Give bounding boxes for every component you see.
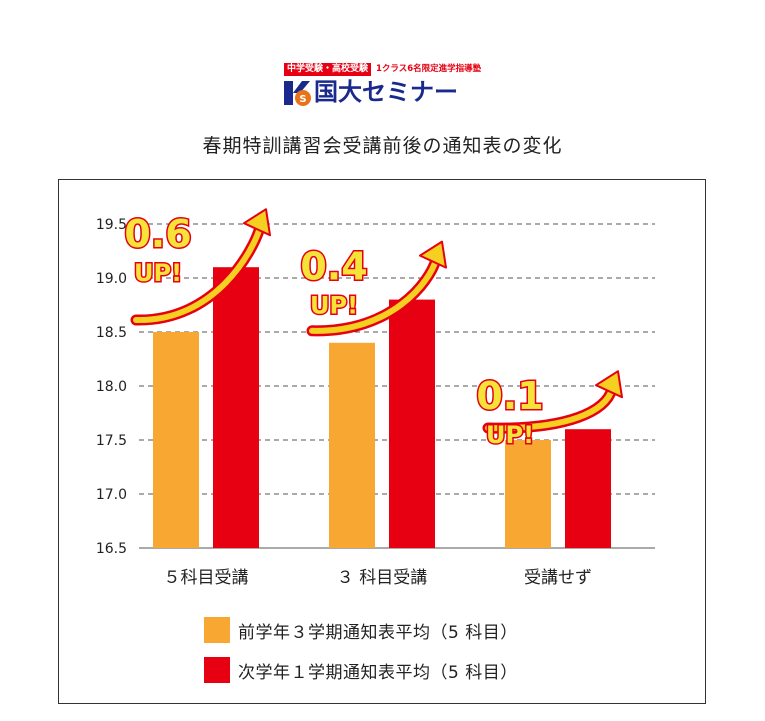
up-value-label: 0.6 [124, 212, 191, 256]
chart-frame: 16.5 17.0 17.5 18.0 18.5 19.0 19.5 ５科目受講 ３ 科目受講 受… [58, 179, 706, 704]
bar-after [389, 299, 435, 548]
y-tick-label: 17.0 [96, 487, 127, 503]
up-suffix-label: UP! [310, 292, 358, 320]
x-tick-label: 受講せず [524, 568, 592, 588]
bar-before [153, 332, 199, 548]
legend-label-after: 次学年１学期通知表平均（5 科目） [238, 662, 518, 683]
logo-tagline: 中学受験・高校受験 [284, 63, 372, 76]
bar-after [565, 429, 611, 548]
up-suffix-label: UP! [486, 421, 534, 449]
up-arrow-body [485, 386, 615, 432]
logo-mark-icon: S [284, 81, 311, 106]
x-tick-label: ５科目受講 [164, 568, 249, 588]
bar-after [213, 267, 259, 548]
up-arrow-head [419, 240, 447, 269]
logo-note: 1クラス6名限定進学指導塾 [376, 64, 482, 74]
logo-name: 国大セミナー [314, 78, 458, 106]
bar-before [329, 342, 375, 548]
up-arrow-body [309, 256, 439, 334]
up-suffix-label: UP! [134, 259, 182, 287]
legend-item-before: 前学年３学期通知表平均（5 科目） [204, 617, 518, 643]
svg-text:S: S [299, 94, 306, 105]
legend-label-before: 前学年３学期通知表平均（5 科目） [238, 622, 518, 643]
legend-swatch-after [204, 657, 230, 683]
y-tick-label: 17.5 [96, 433, 127, 449]
y-tick-label: 18.0 [96, 379, 127, 395]
y-tick-label: 19.5 [96, 217, 127, 233]
bar-chart: 16.5 17.0 17.5 18.0 18.5 19.0 19.5 ５科目受講 ３ 科目受講 受… [96, 208, 655, 588]
up-arrow-body [133, 224, 263, 324]
legend-swatch-before [204, 617, 230, 643]
up-arrow-head [595, 370, 623, 399]
up-value-label: 0.4 [300, 245, 367, 289]
legend-item-after: 次学年１学期通知表平均（5 科目） [204, 657, 518, 683]
y-tick-label: 18.5 [96, 325, 127, 341]
page-title: 春期特訓講習会受講前後の通知表の変化 [202, 135, 563, 157]
x-tick-label: ３ 科目受講 [337, 568, 427, 588]
y-tick-label: 16.5 [96, 541, 127, 557]
bar-before [505, 440, 551, 548]
y-tick-label: 19.0 [96, 271, 127, 287]
up-value-label: 0.1 [476, 374, 543, 418]
up-arrow-head [243, 208, 271, 237]
logo: 中学受験・高校受験 1クラス6名限定進学指導塾 S 国大セミナー [284, 63, 484, 111]
